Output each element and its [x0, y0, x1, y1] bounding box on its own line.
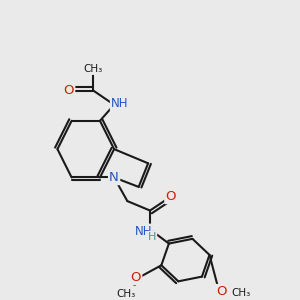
Text: O: O: [64, 84, 74, 97]
Text: O: O: [130, 271, 141, 284]
Text: O: O: [166, 190, 176, 203]
Text: H: H: [148, 232, 156, 242]
Text: CH₃: CH₃: [231, 288, 250, 298]
Text: O: O: [217, 285, 227, 298]
Text: N: N: [109, 171, 119, 184]
Text: CH₃: CH₃: [117, 289, 136, 298]
Text: CH₃: CH₃: [84, 64, 103, 74]
Text: NH: NH: [135, 225, 152, 238]
Text: NH: NH: [111, 97, 128, 110]
